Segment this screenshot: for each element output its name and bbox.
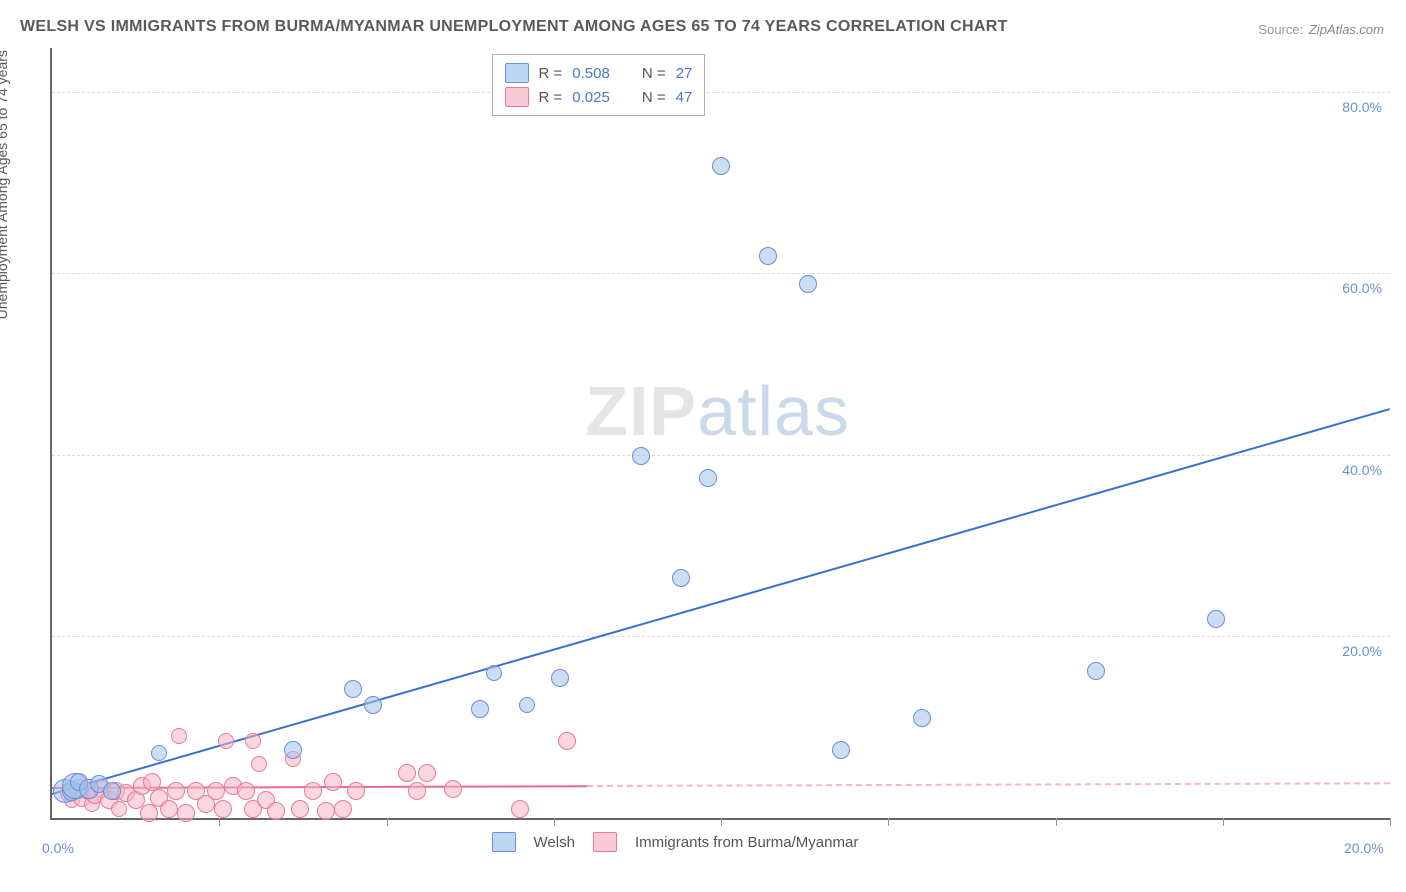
n-value: 47 (676, 89, 693, 106)
data-point (218, 733, 234, 749)
data-point (551, 669, 569, 687)
data-point (251, 756, 267, 772)
data-point (408, 782, 426, 800)
legend-swatch (492, 832, 516, 852)
data-point (177, 804, 195, 822)
x-tick (1390, 818, 1391, 826)
correlation-stats-box: R = 0.508 N = 27 R = 0.025 N = 47 (492, 54, 706, 116)
gridline (52, 636, 1390, 637)
data-point (511, 800, 529, 818)
data-point (103, 782, 121, 800)
data-point (486, 665, 502, 681)
n-label: N = (642, 89, 666, 106)
source-value: ZipAtlas.com (1309, 22, 1384, 37)
data-point (304, 782, 322, 800)
data-point (519, 697, 535, 713)
y-tick-label: 80.0% (1342, 99, 1382, 115)
r-label: R = (539, 65, 563, 82)
n-label: N = (642, 65, 666, 82)
y-axis-label: Unemployment Among Ages 65 to 74 years (0, 50, 10, 319)
legend-swatch (593, 832, 617, 852)
x-tick (387, 818, 388, 826)
source-attribution: Source: ZipAtlas.com (1258, 22, 1384, 37)
series-legend: Welsh Immigrants from Burma/Myanmar (492, 832, 859, 852)
data-point (672, 569, 690, 587)
gridline (52, 455, 1390, 456)
data-point (143, 773, 161, 791)
data-point (214, 800, 232, 818)
data-point (111, 801, 127, 817)
data-point (699, 469, 717, 487)
data-point (558, 732, 576, 750)
data-point (759, 247, 777, 265)
x-origin-label: 0.0% (42, 840, 74, 856)
data-point (1087, 662, 1105, 680)
gridline (52, 92, 1390, 93)
x-max-label: 20.0% (1344, 840, 1384, 856)
data-point (471, 700, 489, 718)
x-tick (219, 818, 220, 826)
data-point (344, 680, 362, 698)
data-point (171, 728, 187, 744)
data-point (324, 773, 342, 791)
chart-title: WELSH VS IMMIGRANTS FROM BURMA/MYANMAR U… (20, 18, 1008, 36)
data-point (151, 745, 167, 761)
data-point (364, 696, 382, 714)
data-point (267, 802, 285, 820)
data-point (291, 800, 309, 818)
r-label: R = (539, 89, 563, 106)
x-tick (1056, 818, 1057, 826)
data-point (207, 782, 225, 800)
data-point (832, 741, 850, 759)
data-point (712, 157, 730, 175)
data-point (237, 782, 255, 800)
data-point (167, 782, 185, 800)
n-value: 27 (676, 65, 693, 82)
data-point (418, 764, 436, 782)
trend-line (587, 782, 1390, 787)
r-value: 0.508 (572, 65, 610, 82)
plot-area: 20.0% 40.0% 60.0% 80.0% (50, 48, 1390, 820)
data-point (245, 733, 261, 749)
legend-label: Welsh (534, 834, 575, 851)
data-point (160, 800, 178, 818)
data-point (1207, 610, 1225, 628)
x-tick (888, 818, 889, 826)
source-label: Source: (1258, 22, 1303, 37)
legend-swatch (505, 63, 529, 83)
y-tick-label: 20.0% (1342, 643, 1382, 659)
gridline (52, 273, 1390, 274)
data-point (913, 709, 931, 727)
x-tick (721, 818, 722, 826)
data-point (347, 782, 365, 800)
data-point (284, 741, 302, 759)
y-tick-label: 60.0% (1342, 280, 1382, 296)
data-point (398, 764, 416, 782)
legend-swatch (505, 87, 529, 107)
r-value: 0.025 (572, 89, 610, 106)
y-tick-label: 40.0% (1342, 462, 1382, 478)
data-point (799, 275, 817, 293)
legend-label: Immigrants from Burma/Myanmar (635, 834, 858, 851)
stats-row: R = 0.025 N = 47 (505, 85, 693, 109)
x-tick (1223, 818, 1224, 826)
data-point (317, 802, 335, 820)
data-point (334, 800, 352, 818)
chart-container: WELSH VS IMMIGRANTS FROM BURMA/MYANMAR U… (0, 0, 1406, 892)
data-point (632, 447, 650, 465)
stats-row: R = 0.508 N = 27 (505, 61, 693, 85)
x-tick (554, 818, 555, 826)
data-point (444, 780, 462, 798)
